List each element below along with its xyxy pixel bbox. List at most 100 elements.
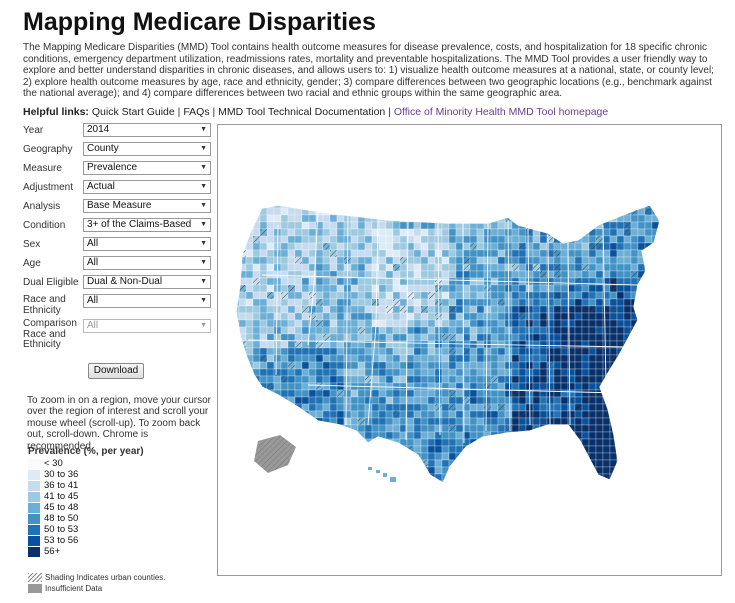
county-shape[interactable]: [616, 291, 625, 300]
county-shape[interactable]: [322, 298, 331, 307]
county-shape[interactable]: [455, 438, 464, 447]
county-shape[interactable]: [238, 368, 247, 377]
county-shape[interactable]: [322, 389, 331, 398]
county-shape[interactable]: [378, 396, 387, 405]
county-shape[interactable]: [637, 459, 646, 468]
county-shape[interactable]: [413, 312, 422, 321]
county-shape[interactable]: [644, 473, 653, 482]
county-shape[interactable]: [658, 228, 666, 237]
county-shape[interactable]: [623, 312, 632, 321]
county-shape[interactable]: [546, 438, 555, 447]
county-shape[interactable]: [399, 340, 408, 349]
county-shape[interactable]: [588, 396, 597, 405]
county-shape[interactable]: [315, 326, 324, 335]
county-shape[interactable]: [483, 459, 492, 468]
county-shape[interactable]: [511, 270, 520, 279]
county-shape[interactable]: [462, 242, 471, 251]
county-shape[interactable]: [469, 291, 478, 300]
county-shape[interactable]: [658, 201, 666, 209]
county-shape[interactable]: [462, 249, 471, 258]
county-shape[interactable]: [301, 424, 310, 433]
county-shape[interactable]: [504, 201, 513, 209]
county-shape[interactable]: [378, 284, 387, 293]
county-shape[interactable]: [567, 480, 576, 488]
county-shape[interactable]: [392, 354, 401, 363]
county-shape[interactable]: [420, 382, 429, 391]
county-shape[interactable]: [616, 242, 625, 251]
county-shape[interactable]: [245, 340, 254, 349]
county-shape[interactable]: [420, 298, 429, 307]
county-shape[interactable]: [441, 459, 450, 468]
county-shape[interactable]: [546, 201, 555, 209]
county-shape[interactable]: [651, 284, 660, 293]
county-shape[interactable]: [266, 270, 275, 279]
county-shape[interactable]: [630, 347, 639, 356]
county-shape[interactable]: [504, 452, 513, 461]
county-shape[interactable]: [385, 403, 394, 412]
county-shape[interactable]: [539, 256, 548, 265]
county-shape[interactable]: [385, 319, 394, 328]
county-shape[interactable]: [245, 263, 254, 272]
county-shape[interactable]: [504, 466, 513, 475]
county-shape[interactable]: [252, 305, 261, 314]
county-shape[interactable]: [630, 473, 639, 482]
county-shape[interactable]: [232, 424, 240, 433]
county-shape[interactable]: [602, 445, 611, 454]
county-shape[interactable]: [595, 410, 604, 419]
county-shape[interactable]: [637, 396, 646, 405]
county-shape[interactable]: [406, 473, 415, 482]
county-shape[interactable]: [483, 417, 492, 426]
county-shape[interactable]: [245, 207, 254, 216]
county-shape[interactable]: [448, 256, 457, 265]
county-shape[interactable]: [546, 410, 555, 419]
county-shape[interactable]: [490, 291, 499, 300]
county-shape[interactable]: [658, 410, 666, 419]
county-shape[interactable]: [406, 389, 415, 398]
county-shape[interactable]: [232, 235, 240, 244]
county-shape[interactable]: [238, 431, 247, 440]
county-shape[interactable]: [658, 480, 666, 488]
county-shape[interactable]: [420, 207, 429, 216]
county-shape[interactable]: [448, 340, 457, 349]
county-shape[interactable]: [266, 312, 275, 321]
county-shape[interactable]: [525, 480, 534, 488]
county-shape[interactable]: [623, 242, 632, 251]
county-shape[interactable]: [483, 480, 492, 488]
county-shape[interactable]: [644, 417, 653, 426]
county-shape[interactable]: [595, 284, 604, 293]
county-shape[interactable]: [511, 424, 520, 433]
county-shape[interactable]: [329, 445, 338, 454]
county-shape[interactable]: [413, 221, 422, 230]
county-shape[interactable]: [308, 361, 317, 370]
county-shape[interactable]: [616, 256, 625, 265]
county-shape[interactable]: [301, 312, 310, 321]
county-shape[interactable]: [476, 375, 485, 384]
county-shape[interactable]: [658, 291, 666, 300]
county-shape[interactable]: [560, 249, 569, 258]
county-shape[interactable]: [602, 480, 611, 488]
county-shape[interactable]: [378, 452, 387, 461]
county-shape[interactable]: [315, 424, 324, 433]
county-shape[interactable]: [476, 466, 485, 475]
county-shape[interactable]: [399, 319, 408, 328]
county-shape[interactable]: [441, 235, 450, 244]
county-shape[interactable]: [329, 354, 338, 363]
county-shape[interactable]: [581, 312, 590, 321]
county-shape[interactable]: [560, 445, 569, 454]
county-shape[interactable]: [357, 298, 366, 307]
county-shape[interactable]: [371, 480, 380, 488]
county-shape[interactable]: [329, 242, 338, 251]
county-shape[interactable]: [294, 424, 303, 433]
county-shape[interactable]: [232, 431, 240, 440]
county-shape[interactable]: [448, 214, 457, 223]
county-shape[interactable]: [588, 403, 597, 412]
county-shape[interactable]: [315, 263, 324, 272]
county-shape[interactable]: [651, 305, 660, 314]
county-shape[interactable]: [350, 298, 359, 307]
county-shape[interactable]: [329, 424, 338, 433]
county-shape[interactable]: [497, 410, 506, 419]
county-shape[interactable]: [385, 396, 394, 405]
county-shape[interactable]: [525, 277, 534, 286]
county-shape[interactable]: [532, 201, 541, 209]
county-shape[interactable]: [287, 277, 296, 286]
